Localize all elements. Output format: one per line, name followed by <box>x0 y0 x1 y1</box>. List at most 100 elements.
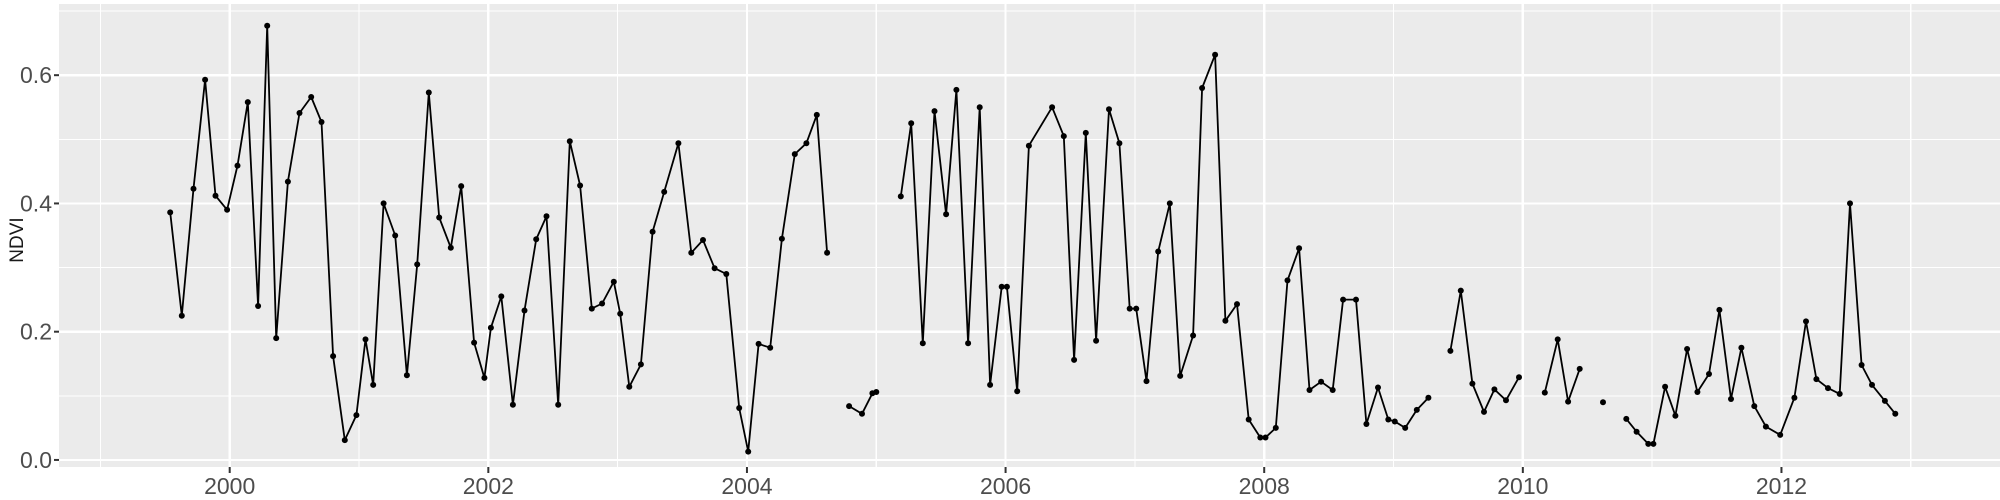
data-point <box>1716 306 1723 313</box>
data-point <box>234 162 241 169</box>
data-point <box>498 293 505 300</box>
data-point <box>521 307 528 314</box>
data-point <box>1126 305 1133 312</box>
data-point <box>533 236 540 243</box>
data-point <box>380 200 387 207</box>
data-point <box>1565 398 1572 405</box>
data-point <box>1234 301 1240 308</box>
data-point <box>264 22 271 29</box>
data-point <box>813 111 820 118</box>
x-tick-label: 2004 <box>721 473 772 499</box>
data-point <box>767 344 774 351</box>
data-point <box>1116 140 1123 147</box>
data-point <box>617 310 624 317</box>
data-point <box>1836 390 1843 397</box>
data-point <box>566 138 573 145</box>
data-point <box>931 108 938 115</box>
data-point <box>1684 346 1691 352</box>
data-point <box>255 303 262 309</box>
data-point <box>1491 386 1498 393</box>
data-point <box>897 193 904 200</box>
data-point <box>1222 317 1229 324</box>
x-tick-label: 2000 <box>204 473 255 499</box>
data-point <box>1858 362 1865 368</box>
data-point <box>577 182 584 189</box>
data-point <box>1413 406 1420 413</box>
data-point <box>661 188 668 195</box>
data-point <box>284 178 291 185</box>
data-point <box>1645 440 1652 447</box>
data-point <box>1813 376 1820 383</box>
data-point <box>1881 397 1888 404</box>
data-point <box>1375 384 1381 391</box>
data-point <box>965 340 972 347</box>
data-point <box>846 403 853 410</box>
data-point <box>1082 129 1089 136</box>
data-point <box>1600 399 1606 406</box>
data-point <box>1650 440 1657 447</box>
data-point <box>1060 133 1067 140</box>
data-point <box>436 214 443 221</box>
data-point <box>998 283 1005 290</box>
data-point <box>1425 394 1432 401</box>
data-point <box>543 213 550 220</box>
data-point <box>1576 365 1583 372</box>
data-point <box>273 335 280 342</box>
data-point <box>308 94 315 100</box>
data-point <box>1516 374 1522 381</box>
data-point <box>509 401 516 408</box>
data-point <box>1363 421 1370 427</box>
data-point <box>1296 245 1303 252</box>
data-point <box>610 278 617 285</box>
data-point <box>1353 296 1359 303</box>
grid-layer <box>59 4 2000 467</box>
data-point <box>1706 371 1712 377</box>
data-point <box>599 300 606 307</box>
data-point <box>1503 397 1509 404</box>
data-point <box>1093 337 1100 344</box>
data-point <box>296 110 303 116</box>
data-point <box>202 76 209 83</box>
data-point <box>1262 434 1269 441</box>
data-point <box>318 119 325 125</box>
data-point <box>919 340 926 347</box>
data-point <box>1245 416 1252 423</box>
data-point <box>487 324 494 331</box>
data-point <box>943 211 950 218</box>
data-point <box>803 140 810 147</box>
data-point <box>341 437 348 444</box>
data-point <box>1738 344 1745 351</box>
data-point <box>1155 248 1162 255</box>
data-point <box>1340 296 1347 303</box>
data-point <box>1457 287 1464 294</box>
y-tick-label: 0.2 <box>20 319 52 345</box>
data-point <box>675 140 682 147</box>
data-point <box>1869 381 1875 388</box>
data-point <box>1306 387 1313 393</box>
data-point <box>1049 104 1056 111</box>
data-point <box>458 183 465 190</box>
data-point <box>362 336 369 343</box>
data-point <box>1003 283 1010 290</box>
data-point <box>1728 396 1734 402</box>
data-point <box>425 89 432 96</box>
data-point <box>1623 415 1630 422</box>
data-point <box>755 340 762 347</box>
data-point <box>745 448 752 455</box>
data-point <box>1014 388 1021 395</box>
series-layer <box>167 22 1899 455</box>
data-point <box>1791 394 1798 401</box>
data-point <box>1402 424 1409 431</box>
data-point <box>1777 431 1784 438</box>
data-point <box>723 271 730 277</box>
data-point <box>1272 424 1279 431</box>
data-point <box>736 405 743 411</box>
data-point <box>471 339 478 346</box>
data-point <box>1825 385 1831 392</box>
data-point <box>190 185 197 192</box>
data-point <box>403 372 410 379</box>
data-point <box>447 244 454 251</box>
data-point <box>1541 389 1548 396</box>
